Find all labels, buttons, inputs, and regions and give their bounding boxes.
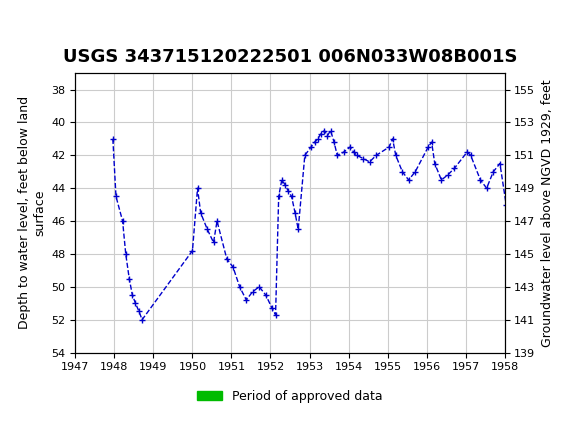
Text: ≡USGS: ≡USGS [12,16,70,35]
Bar [329,358,505,364]
Bar [183,358,270,364]
Y-axis label: Depth to water level, feet below land
surface: Depth to water level, feet below land su… [18,96,46,329]
Y-axis label: Groundwater level above NGVD 1929, feet: Groundwater level above NGVD 1929, feet [541,79,554,347]
Legend: Period of approved data: Period of approved data [192,385,388,408]
Bar [104,358,144,364]
Title: USGS 343715120222501 006N033W08B001S: USGS 343715120222501 006N033W08B001S [63,48,517,66]
